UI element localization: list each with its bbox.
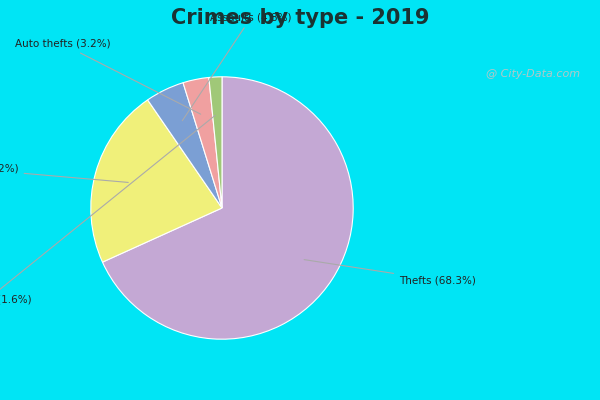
Text: @ City-Data.com: @ City-Data.com	[487, 69, 581, 79]
Text: Assaults (4.8%): Assaults (4.8%)	[182, 13, 292, 121]
Wedge shape	[103, 77, 353, 339]
Wedge shape	[209, 77, 222, 208]
Text: Burglaries (22.2%): Burglaries (22.2%)	[0, 164, 128, 182]
Text: Robberies (1.6%): Robberies (1.6%)	[0, 115, 215, 305]
Text: Thefts (68.3%): Thefts (68.3%)	[304, 260, 476, 285]
Text: Crimes by type - 2019: Crimes by type - 2019	[171, 8, 429, 28]
Wedge shape	[183, 78, 222, 208]
Text: Auto thefts (3.2%): Auto thefts (3.2%)	[15, 39, 200, 114]
Wedge shape	[91, 100, 222, 262]
Wedge shape	[148, 83, 222, 208]
